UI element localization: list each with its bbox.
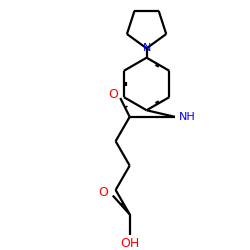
Text: OH: OH xyxy=(120,237,139,250)
Text: O: O xyxy=(108,88,118,101)
Text: O: O xyxy=(98,186,108,199)
Text: NH: NH xyxy=(178,112,195,122)
Text: N: N xyxy=(142,43,151,53)
